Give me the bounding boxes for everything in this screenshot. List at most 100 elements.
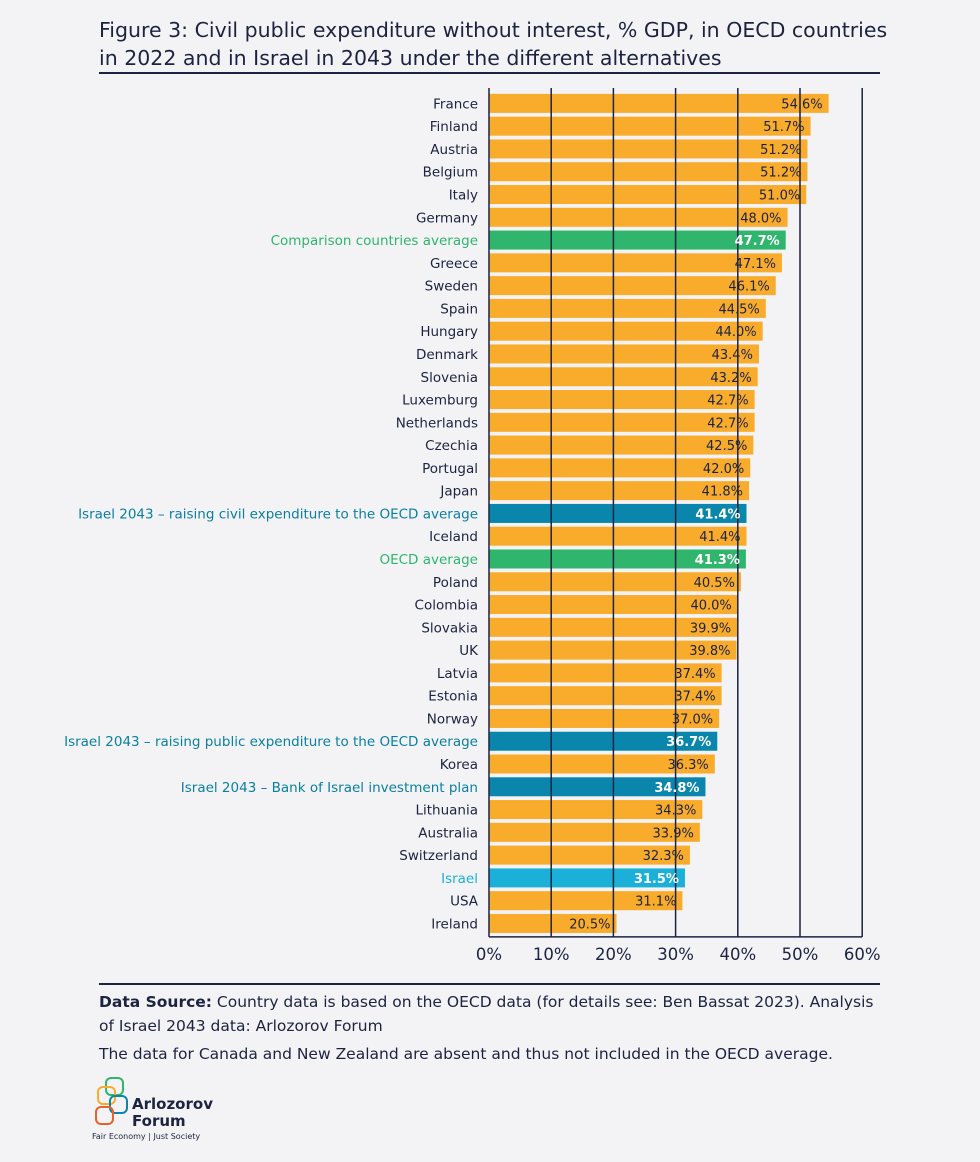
category-label-6: Comparison countries average bbox=[271, 233, 478, 249]
logo-rings-icon bbox=[95, 1077, 128, 1125]
bar-10 bbox=[489, 321, 763, 341]
value-label-11: 43.4% bbox=[712, 348, 753, 363]
category-label-12: Slovenia bbox=[421, 370, 478, 386]
category-label-4: Italy bbox=[449, 188, 478, 204]
value-label-12: 43.2% bbox=[710, 371, 751, 386]
category-label-19: Iceland bbox=[429, 529, 478, 545]
category-label-2: Austria bbox=[430, 142, 478, 158]
logo-name-line1: Arlozorov bbox=[132, 1095, 213, 1113]
value-label-35: 31.1% bbox=[635, 895, 676, 910]
bar-32 bbox=[489, 822, 700, 842]
bar-15 bbox=[489, 435, 754, 455]
category-label-24: UK bbox=[459, 643, 479, 659]
bar-35 bbox=[489, 891, 683, 911]
category-label-26: Estonia bbox=[428, 689, 478, 705]
bar-8 bbox=[489, 276, 776, 296]
value-label-24: 39.8% bbox=[689, 644, 730, 659]
value-label-17: 41.8% bbox=[702, 485, 743, 500]
category-label-3: Belgium bbox=[423, 165, 478, 181]
bar-28 bbox=[489, 731, 718, 751]
x-tick-label-1: 10% bbox=[533, 945, 570, 964]
value-label-18: 41.4% bbox=[695, 507, 740, 522]
category-label-18: Israel 2043 – raising civil expenditure … bbox=[78, 506, 478, 522]
data-note: The data for Canada and New Zealand are … bbox=[99, 1045, 833, 1063]
value-label-20: 41.3% bbox=[695, 553, 740, 568]
source-divider bbox=[99, 983, 880, 985]
value-label-6: 47.7% bbox=[735, 234, 780, 249]
x-tick-label-4: 40% bbox=[719, 945, 756, 964]
bar-27 bbox=[489, 708, 720, 728]
value-label-29: 36.3% bbox=[667, 758, 708, 773]
category-label-20: OECD average bbox=[379, 552, 478, 568]
bar-30 bbox=[489, 777, 706, 797]
logo-tagline: Fair Economy | Just Society bbox=[92, 1132, 201, 1141]
category-label-14: Netherlands bbox=[396, 415, 478, 431]
value-label-9: 44.5% bbox=[718, 302, 759, 317]
category-label-31: Lithuania bbox=[415, 803, 478, 819]
bar-2 bbox=[489, 139, 808, 159]
category-label-22: Colombia bbox=[415, 598, 478, 614]
category-label-16: Portugal bbox=[422, 461, 478, 477]
value-label-4: 51.0% bbox=[759, 189, 800, 204]
value-label-1: 51.7% bbox=[763, 120, 804, 135]
bar-14 bbox=[489, 412, 755, 432]
value-label-0: 54.6% bbox=[781, 97, 822, 112]
bar-25 bbox=[489, 663, 722, 683]
category-label-9: Spain bbox=[440, 301, 478, 317]
x-tick-label-3: 30% bbox=[657, 945, 694, 964]
bar-7 bbox=[489, 253, 782, 273]
bar-31 bbox=[489, 800, 703, 820]
bar-21 bbox=[489, 572, 741, 592]
value-label-3: 51.2% bbox=[760, 166, 801, 181]
category-label-5: Germany bbox=[416, 210, 478, 226]
value-label-19: 41.4% bbox=[699, 530, 740, 545]
value-label-26: 37.4% bbox=[674, 690, 715, 705]
bar-1 bbox=[489, 116, 811, 136]
logo-name-line2: Forum bbox=[132, 1112, 186, 1130]
data-source-text: Country data is based on the OECD data (… bbox=[99, 993, 874, 1035]
bar-20 bbox=[489, 549, 746, 569]
bar-9 bbox=[489, 298, 766, 318]
bar-36 bbox=[489, 913, 617, 933]
category-label-15: Czechia bbox=[425, 438, 478, 454]
value-label-30: 34.8% bbox=[654, 781, 699, 796]
category-label-13: Luxemburg bbox=[402, 393, 478, 409]
value-label-16: 42.0% bbox=[703, 462, 744, 477]
value-label-5: 48.0% bbox=[740, 211, 781, 226]
category-label-7: Greece bbox=[430, 256, 478, 272]
category-label-11: Denmark bbox=[416, 347, 478, 363]
category-label-10: Hungary bbox=[420, 324, 478, 340]
bar-6 bbox=[489, 230, 786, 250]
category-label-23: Slovakia bbox=[421, 620, 478, 636]
bar-0 bbox=[489, 93, 829, 113]
bar-29 bbox=[489, 754, 715, 774]
value-label-21: 40.5% bbox=[694, 576, 735, 591]
category-label-30: Israel 2043 – Bank of Israel investment … bbox=[181, 780, 478, 796]
bar-4 bbox=[489, 185, 807, 205]
category-label-1: Finland bbox=[430, 119, 478, 135]
category-label-25: Latvia bbox=[437, 666, 478, 682]
category-label-29: Korea bbox=[440, 757, 478, 773]
category-label-28: Israel 2043 – raising public expenditure… bbox=[64, 734, 478, 750]
bar-16 bbox=[489, 458, 751, 478]
value-label-8: 46.1% bbox=[728, 280, 769, 295]
value-label-14: 42.7% bbox=[707, 416, 748, 431]
data-source: Data Source: Country data is based on th… bbox=[99, 990, 889, 1038]
bar-5 bbox=[489, 207, 788, 227]
value-label-22: 40.0% bbox=[690, 599, 731, 614]
value-label-28: 36.7% bbox=[666, 735, 711, 750]
bar-3 bbox=[489, 162, 808, 182]
value-label-27: 37.0% bbox=[672, 712, 713, 727]
value-label-13: 42.7% bbox=[707, 394, 748, 409]
x-tick-label-5: 50% bbox=[782, 945, 819, 964]
value-label-10: 44.0% bbox=[715, 325, 756, 340]
category-label-0: France bbox=[433, 96, 478, 112]
value-label-32: 33.9% bbox=[653, 826, 694, 841]
bar-chart: France 54.6% Finland 51.7% Austria 51.2% Belgi… bbox=[64, 88, 881, 964]
value-label-33: 32.3% bbox=[643, 849, 684, 864]
bar-11 bbox=[489, 344, 759, 364]
category-label-35: USA bbox=[450, 894, 479, 910]
bar-17 bbox=[489, 481, 749, 501]
category-label-27: Norway bbox=[427, 711, 478, 727]
value-label-36: 20.5% bbox=[569, 917, 610, 932]
